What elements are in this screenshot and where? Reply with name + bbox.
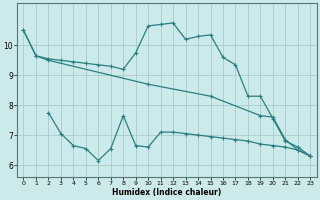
X-axis label: Humidex (Indice chaleur): Humidex (Indice chaleur) xyxy=(112,188,221,197)
